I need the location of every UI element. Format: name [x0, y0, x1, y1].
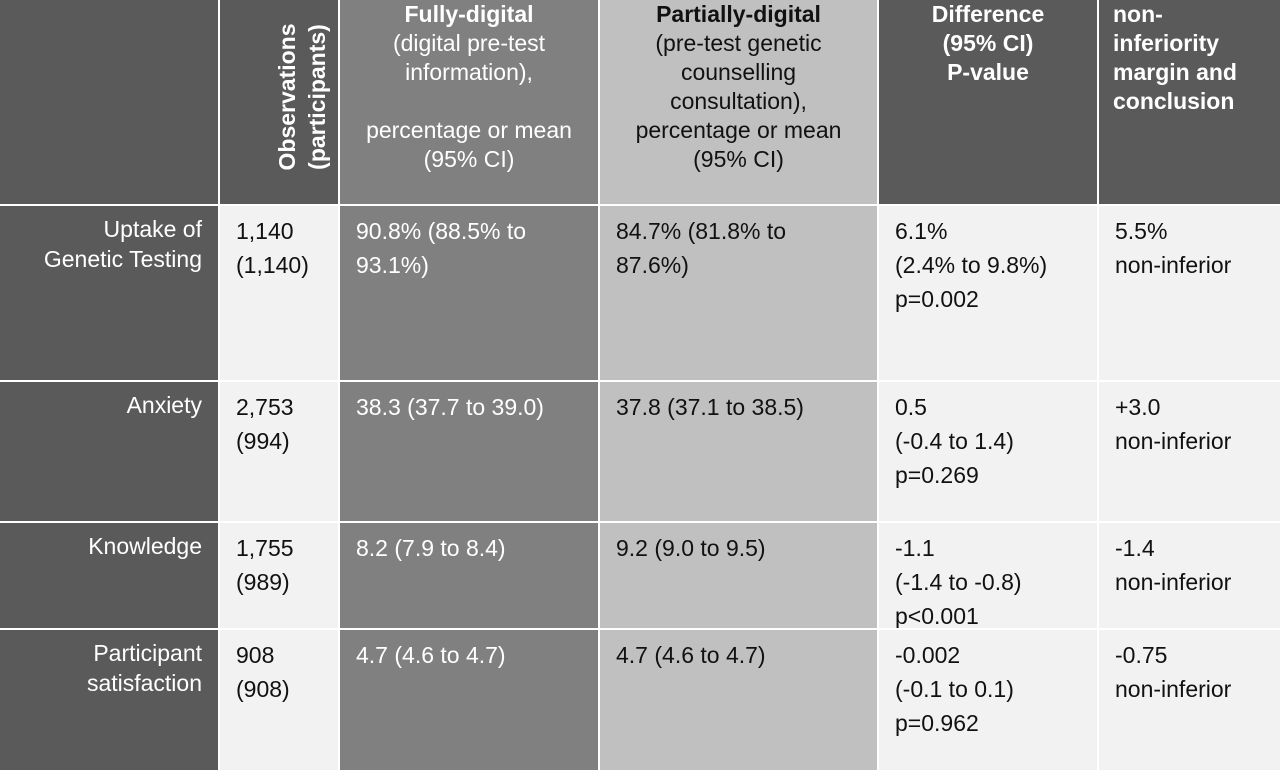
cell-margin: 5.5% non-inferior	[1099, 206, 1280, 380]
cell-line: 1,140	[236, 218, 294, 244]
header-fully-digital-line: (digital pre-test	[392, 30, 546, 56]
cell-observations: 1,140 (1,140)	[220, 206, 338, 380]
cell-line: 87.6%)	[616, 252, 689, 278]
header-partially-digital: Partially-digital (pre-test genetic coun…	[600, 0, 877, 204]
header-difference-line: P-value	[947, 59, 1029, 85]
cell-line: 9.2 (9.0 to 9.5)	[616, 535, 766, 561]
header-partially-digital-line: consultation),	[670, 88, 807, 114]
header-fully-digital-line: information),	[405, 59, 533, 85]
cell-line: p<0.001	[895, 603, 979, 628]
cell-line: -1.4	[1115, 535, 1155, 561]
header-observations-line: Observations	[274, 23, 300, 171]
cell-line: 90.8% (88.5% to	[356, 218, 527, 244]
cell-difference: -1.1 (-1.4 to -0.8) p<0.001	[879, 523, 1097, 628]
cell-fully-digital: 38.3 (37.7 to 39.0)	[340, 382, 598, 521]
cell-line: p=0.269	[895, 462, 979, 488]
cell-partially-digital: 4.7 (4.6 to 4.7)	[600, 630, 877, 770]
cell-line: non-inferior	[1115, 569, 1232, 595]
cell-margin: -0.75 non-inferior	[1099, 630, 1280, 770]
cell-line: 0.5	[895, 394, 927, 420]
cell-line: -1.1	[895, 535, 935, 561]
header-partially-digital-line: percentage or mean	[635, 117, 842, 143]
cell-line: -0.002	[895, 642, 961, 668]
cell-line: 8.2 (7.9 to 8.4)	[356, 535, 506, 561]
cell-line: non-inferior	[1115, 676, 1232, 702]
cell-line: (2.4% to 9.8%)	[895, 252, 1048, 278]
row-label-knowledge: Knowledge	[0, 523, 218, 628]
cell-difference: 0.5 (-0.4 to 1.4) p=0.269	[879, 382, 1097, 521]
cell-difference: 6.1% (2.4% to 9.8%) p=0.002	[879, 206, 1097, 380]
header-corner	[0, 0, 218, 204]
header-partially-digital-line: (pre-test genetic	[655, 30, 822, 56]
cell-line: (908)	[236, 676, 290, 702]
cell-margin: +3.0 non-inferior	[1099, 382, 1280, 521]
row-label-line: Participant	[93, 640, 202, 666]
cell-line: (-0.1 to 0.1)	[895, 676, 1014, 702]
cell-line: p=0.962	[895, 710, 979, 736]
cell-line: non-inferior	[1115, 428, 1232, 454]
header-fully-digital: Fully-digital (digital pre-test informat…	[340, 0, 598, 204]
cell-difference: -0.002 (-0.1 to 0.1) p=0.962	[879, 630, 1097, 770]
cell-partially-digital: 37.8 (37.1 to 38.5)	[600, 382, 877, 521]
header-observations-text: Observations (participants)	[272, 2, 332, 192]
cell-line: 2,753	[236, 394, 294, 420]
row-label-line: satisfaction	[86, 670, 202, 696]
header-fully-digital-title: Fully-digital	[404, 1, 534, 27]
cell-line: p=0.002	[895, 286, 979, 312]
header-fully-digital-line: percentage or mean	[366, 117, 572, 143]
cell-line: +3.0	[1115, 394, 1161, 420]
row-label-line: Uptake of	[103, 216, 202, 242]
row-label-anxiety: Anxiety	[0, 382, 218, 521]
header-margin-line: margin and	[1113, 59, 1237, 85]
cell-fully-digital: 4.7 (4.6 to 4.7)	[340, 630, 598, 770]
header-partially-digital-line: counselling	[680, 59, 797, 85]
header-margin-line: inferiority	[1113, 30, 1220, 56]
row-label-satisfaction: Participant satisfaction	[0, 630, 218, 770]
cell-line: 38.3 (37.7 to 39.0)	[356, 394, 544, 420]
cell-line: (994)	[236, 428, 290, 454]
row-label-line: Genetic Testing	[43, 246, 202, 272]
cell-line: (989)	[236, 569, 290, 595]
header-observations: Observations (participants)	[220, 0, 338, 204]
header-partially-digital-title: Partially-digital	[656, 1, 821, 27]
header-difference-line: (95% CI)	[942, 30, 1034, 56]
header-partially-digital-line: (95% CI)	[693, 146, 784, 172]
row-label-line: Knowledge	[88, 533, 202, 559]
cell-partially-digital: 9.2 (9.0 to 9.5)	[600, 523, 877, 628]
row-label-line: Anxiety	[126, 392, 202, 418]
cell-line: 37.8 (37.1 to 38.5)	[616, 394, 804, 420]
header-fully-digital-spacer	[346, 87, 592, 116]
cell-observations: 1,755 (989)	[220, 523, 338, 628]
cell-line: (-0.4 to 1.4)	[895, 428, 1014, 454]
header-fully-digital-line: (95% CI)	[423, 146, 515, 172]
header-difference-line: Difference	[931, 1, 1045, 27]
cell-line: (-1.4 to -0.8)	[895, 569, 1022, 595]
header-difference: Difference (95% CI) P-value	[879, 0, 1097, 204]
cell-line: 1,755	[236, 535, 294, 561]
cell-margin: -1.4 non-inferior	[1099, 523, 1280, 628]
header-margin-line: conclusion	[1113, 88, 1235, 114]
cell-fully-digital: 8.2 (7.9 to 8.4)	[340, 523, 598, 628]
cell-line: 4.7 (4.6 to 4.7)	[356, 642, 506, 668]
cell-line: 908	[236, 642, 275, 668]
cell-line: 93.1%)	[356, 252, 429, 278]
row-label-uptake: Uptake of Genetic Testing	[0, 206, 218, 380]
cell-observations: 908 (908)	[220, 630, 338, 770]
header-observations-line: (participants)	[304, 24, 330, 170]
cell-fully-digital: 90.8% (88.5% to 93.1%)	[340, 206, 598, 380]
cell-line: (1,140)	[236, 252, 309, 278]
cell-line: 84.7% (81.8% to	[616, 218, 787, 244]
cell-partially-digital: 84.7% (81.8% to 87.6%)	[600, 206, 877, 380]
cell-line: non-inferior	[1115, 252, 1232, 278]
cell-line: -0.75	[1115, 642, 1168, 668]
cell-observations: 2,753 (994)	[220, 382, 338, 521]
cell-line: 6.1%	[895, 218, 948, 244]
cell-line: 4.7 (4.6 to 4.7)	[616, 642, 766, 668]
cell-line: 5.5%	[1115, 218, 1168, 244]
header-margin-line: non-	[1113, 1, 1163, 27]
header-margin: non- inferiority margin and conclusion	[1099, 0, 1280, 204]
